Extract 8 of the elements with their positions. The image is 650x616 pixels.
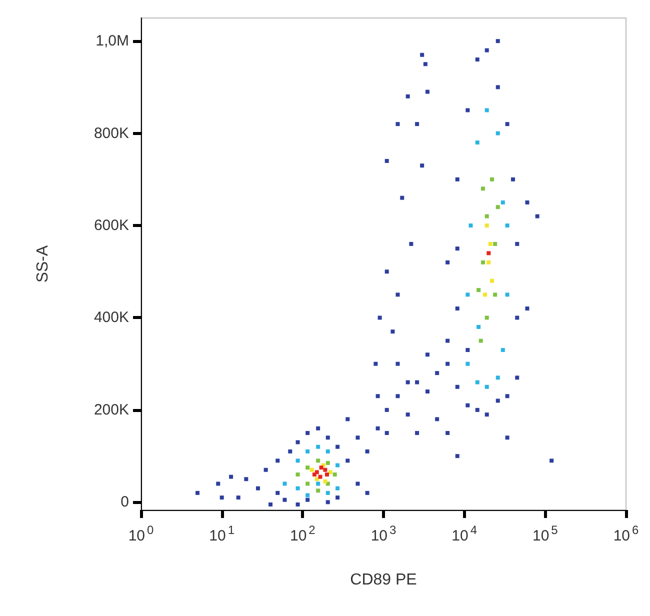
y-tick-label: 0 [120,494,129,511]
y-tick-label: 1,0M [96,32,129,50]
y-tick-label: 400K [94,309,129,326]
y-axis-title: SS-A [34,245,52,283]
y-tick-label: 800K [94,124,129,142]
x-axis-title: CD89 PE [350,572,417,588]
y-tick-label: 600K [94,217,129,234]
y-tick-label: 200K [94,401,129,418]
